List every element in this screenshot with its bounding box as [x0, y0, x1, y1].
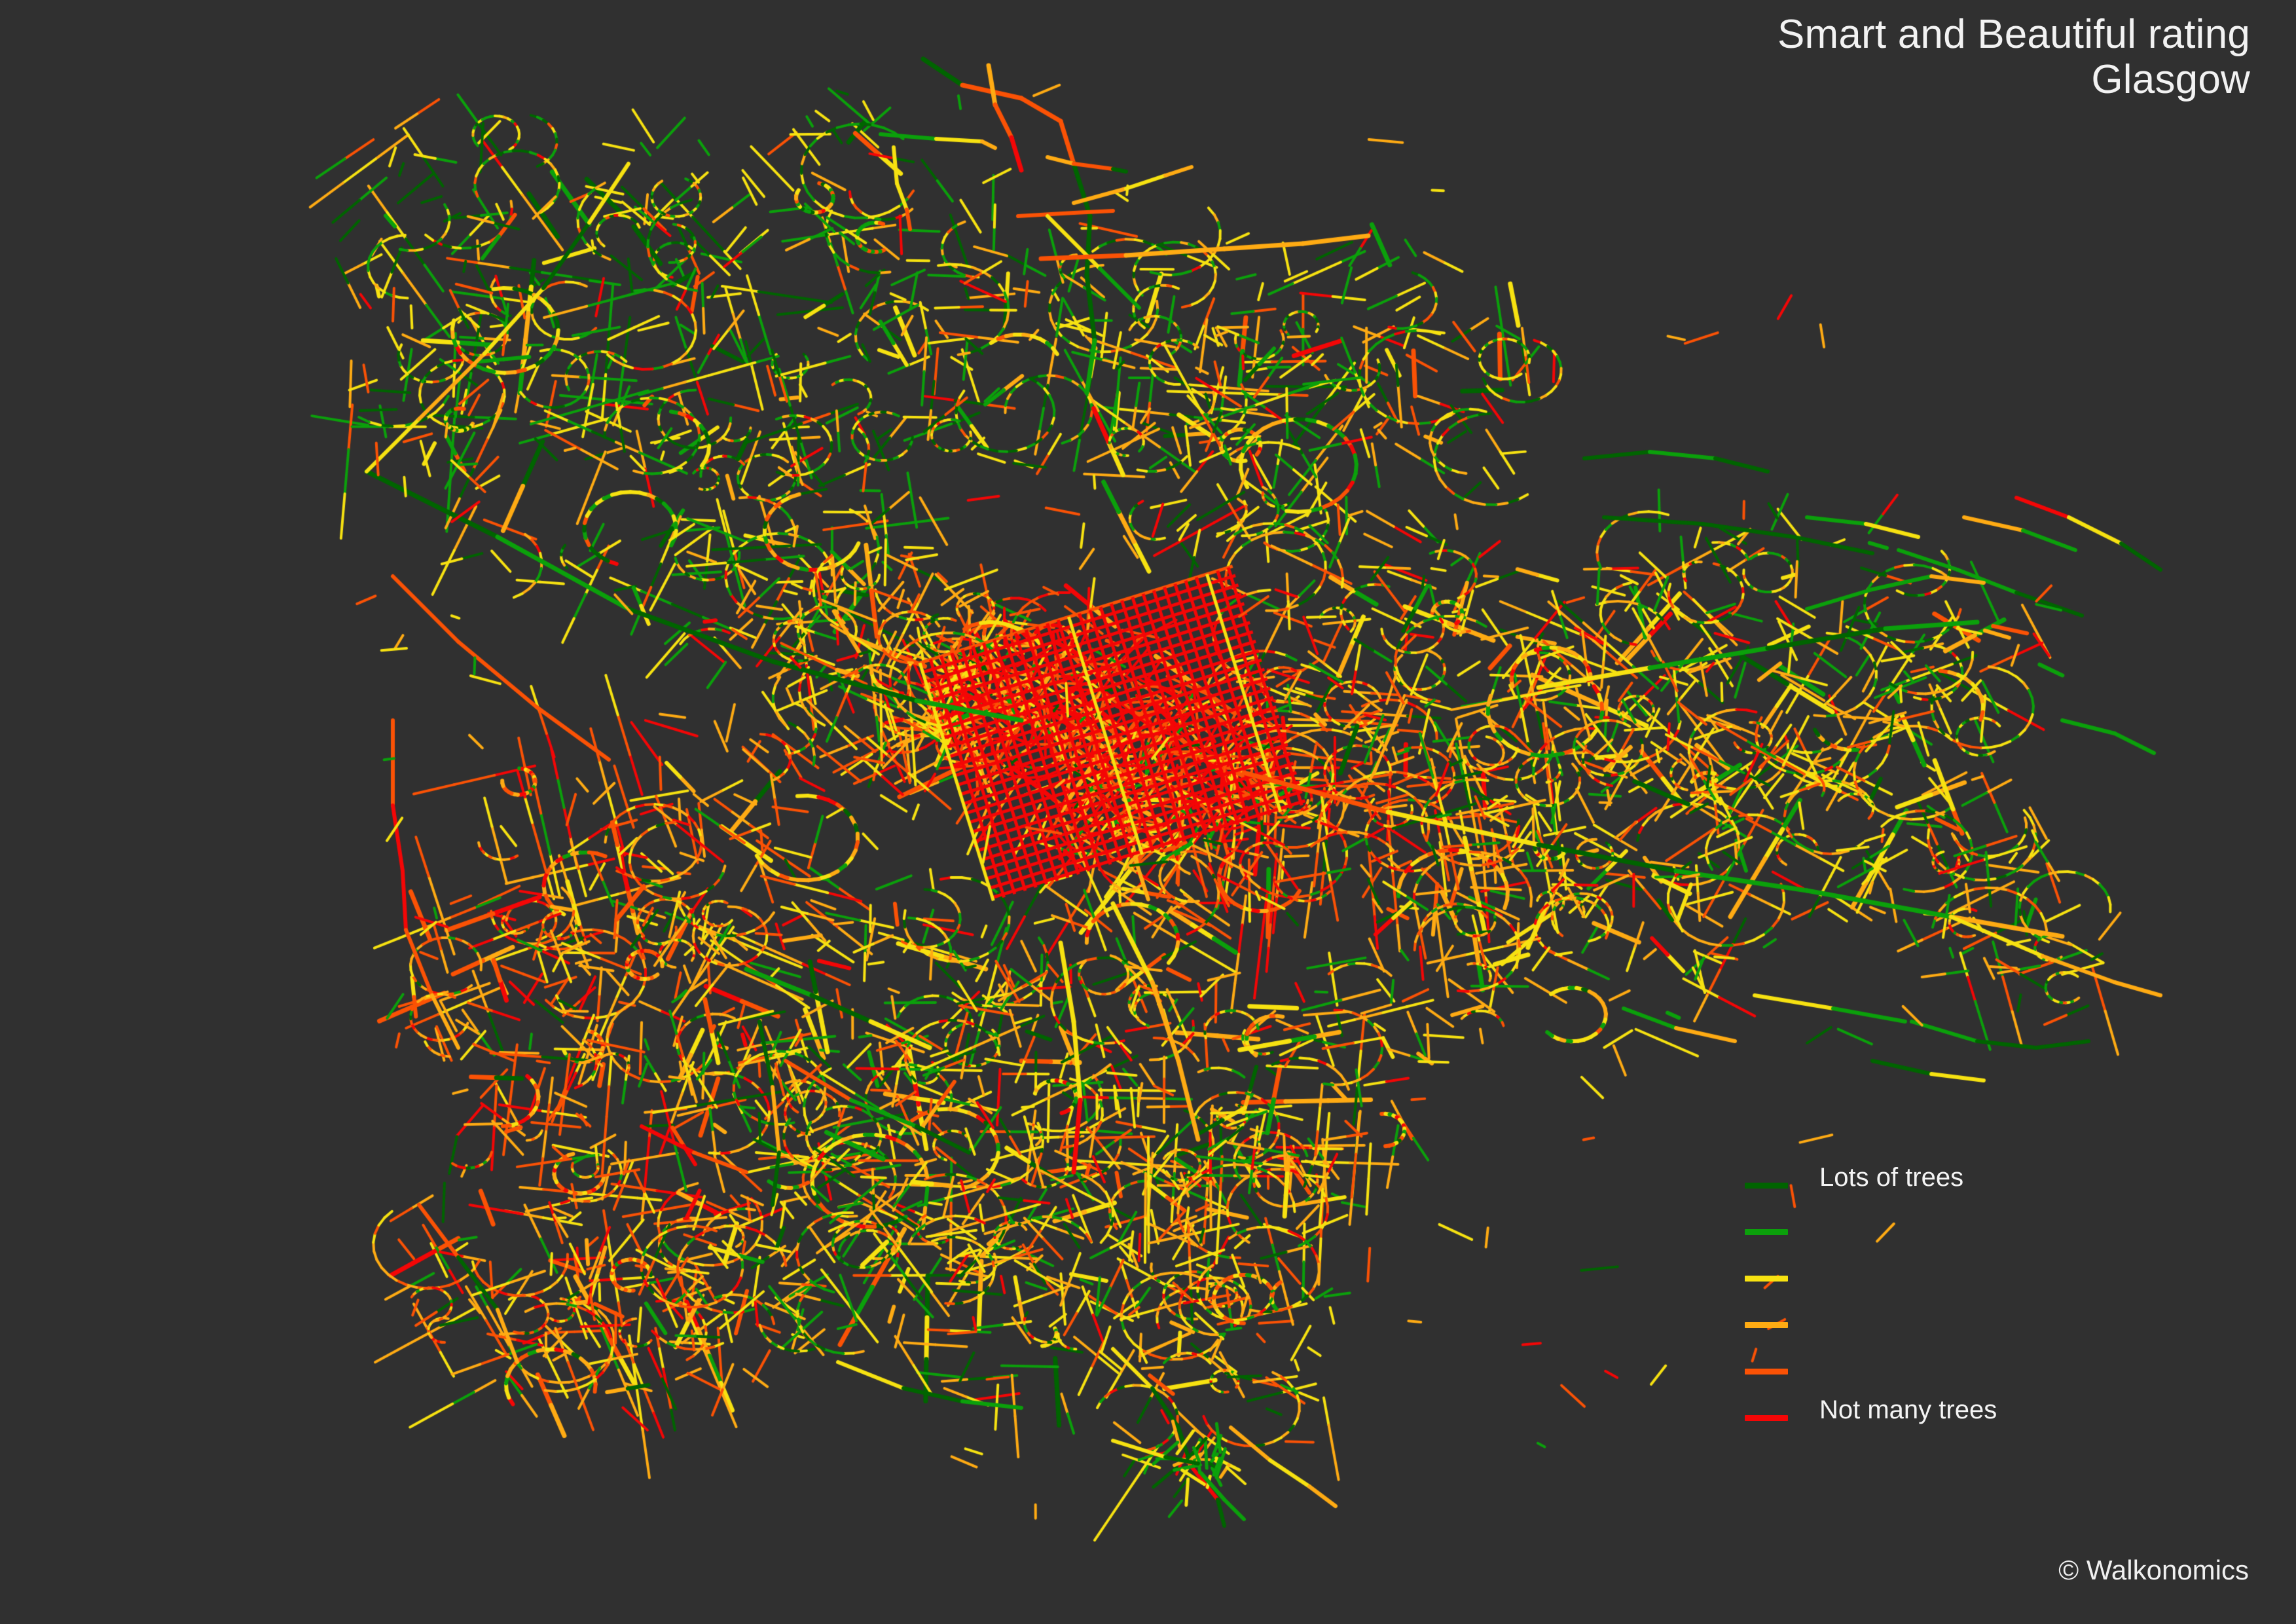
- legend-swatch-icon-2: [1745, 1276, 1788, 1282]
- legend-label-high: Lots of trees: [1819, 1163, 1964, 1192]
- legend-swatch-icon-1: [1745, 1229, 1788, 1235]
- legend-item-0: Lots of trees: [1745, 1164, 2164, 1223]
- map-legend: Lots of trees Not many trees: [1745, 1164, 2164, 1455]
- title-line-metric: Smart and Beautiful rating: [1777, 12, 2250, 57]
- copyright-credit: © Walkonomics: [2058, 1555, 2249, 1585]
- title-line-city: Glasgow: [2091, 57, 2250, 103]
- map-title: Smart and Beautiful rating Glasgow: [1777, 12, 2250, 103]
- legend-item-4: [1745, 1362, 2164, 1409]
- legend-swatch-icon-5: [1745, 1415, 1788, 1421]
- legend-item-5: Not many trees: [1745, 1397, 2164, 1455]
- legend-item-3: [1745, 1316, 2164, 1362]
- legend-item-2: [1745, 1269, 2164, 1316]
- legend-swatch-icon-3: [1745, 1322, 1788, 1328]
- legend-label-low: Not many trees: [1819, 1395, 1997, 1424]
- legend-item-1: [1745, 1223, 2164, 1269]
- legend-swatch-icon-0: [1745, 1183, 1788, 1189]
- legend-swatch-icon-4: [1745, 1369, 1788, 1375]
